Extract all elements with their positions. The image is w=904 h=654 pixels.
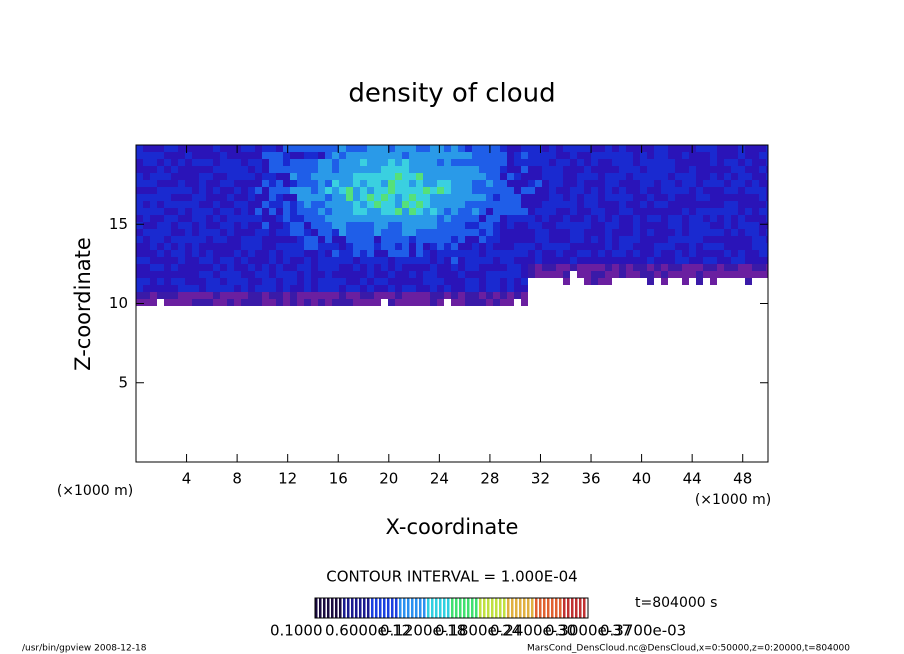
x-tick-label: 8 (232, 470, 242, 488)
colorbar-label: 0.2400e-30 (490, 622, 576, 640)
x-tick-label: 20 (379, 470, 398, 488)
x-tick-label: 44 (683, 470, 702, 488)
x-unit: (×1000 m) (695, 492, 771, 508)
time-label: t=804000 s (635, 595, 717, 611)
footer: /usr/bin/gpview 2008-12-18 (22, 644, 147, 654)
x-axis-label: X-coordinate (386, 515, 519, 539)
y-tick-label: 10 (109, 294, 128, 312)
footer: MarsCond_DensCloud.nc@DensCloud,x=0:5000… (527, 644, 850, 654)
x-tick-label: 24 (430, 470, 449, 488)
x-tick-label: 32 (531, 470, 550, 488)
cloud-field (136, 145, 768, 306)
colorbar (315, 598, 586, 618)
y-tick-label: 15 (109, 215, 128, 233)
x-tick-label: 28 (480, 470, 499, 488)
colorbar-label: 0.6000e-12 (325, 622, 411, 640)
x-tick-label: 48 (733, 470, 752, 488)
y-axis-label: Z-coordinate (71, 237, 95, 371)
colorbar-label: 0.1200e-18 (380, 622, 466, 640)
x-tick-label: 40 (632, 470, 651, 488)
chart-title: density of cloud (348, 79, 555, 109)
contour-interval: CONTOUR INTERVAL = 1.000E-04 (326, 568, 577, 586)
colorbar-label: 0.3000e-37 (545, 622, 631, 640)
colorbar-label: 0.3700e-03 (600, 622, 686, 640)
x-tick-label: 12 (278, 470, 297, 488)
x-tick-label: 36 (581, 470, 600, 488)
x-unit: (×1000 m) (57, 483, 133, 499)
x-tick-label: 16 (329, 470, 348, 488)
x-tick-label: 4 (182, 470, 192, 488)
colorbar-frame (314, 597, 589, 619)
colorbar-label: 0.1000 (270, 622, 323, 640)
y-tick-label: 5 (118, 373, 128, 391)
colorbar-label: 0.1800e-24 (435, 622, 521, 640)
